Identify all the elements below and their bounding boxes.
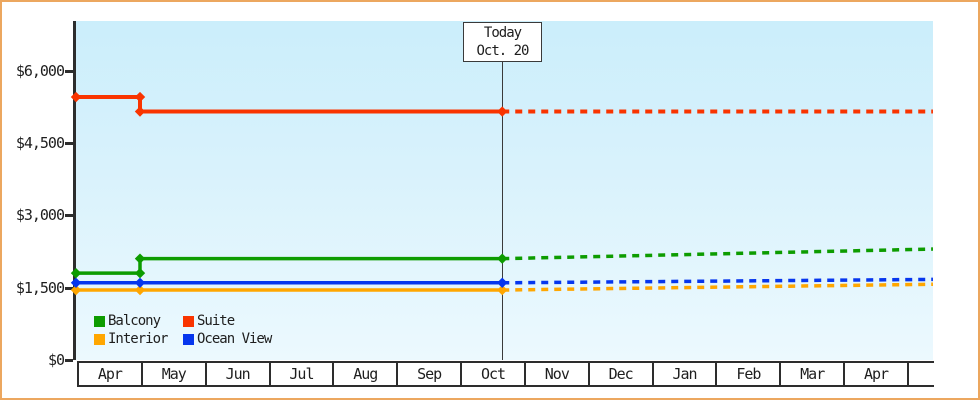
chart-legend: Balcony Suite Interior Ocean View	[94, 314, 272, 347]
legend-item-interior: Interior	[94, 332, 183, 346]
today-line	[502, 62, 503, 360]
legend-item-suite: Suite	[183, 314, 271, 328]
data-point-balcony	[134, 267, 146, 279]
month-cell: Sep	[398, 363, 463, 385]
legend-item-balcony: Balcony	[94, 314, 183, 328]
data-point-suite	[70, 91, 82, 103]
x-axis-month-row: Apr May Jun Jul Aug Sep Oct Nov Dec Jan Feb Mar Apr	[77, 361, 934, 387]
legend-swatch	[94, 333, 105, 345]
month-cell-partial	[909, 363, 934, 385]
data-point-interior	[70, 284, 82, 296]
month-cell: Dec	[590, 363, 654, 385]
legend-item-ocean-view: Ocean View	[183, 331, 272, 347]
month-cell: Mar	[781, 363, 846, 385]
month-cell: Feb	[717, 363, 782, 385]
price-line-forecast-interior	[502, 282, 933, 292]
month-cell: Apr	[79, 363, 143, 385]
data-point-suite	[497, 106, 508, 117]
month-cell: Apr	[845, 363, 909, 385]
legend-swatch	[94, 315, 105, 327]
y-axis-tick	[65, 214, 73, 218]
month-cell: Aug	[334, 363, 399, 385]
legend-label: Interior	[108, 331, 168, 347]
price-line-history-suite	[76, 95, 503, 114]
today-flag-date: Oct. 20	[476, 43, 529, 59]
y-axis-tick	[65, 286, 73, 290]
y-axis-label: $4,500	[15, 133, 65, 152]
y-axis-tick	[65, 69, 73, 73]
y-axis-label: $1,500	[15, 278, 65, 297]
y-axis-label: $0	[47, 351, 65, 369]
month-cell: May	[143, 363, 207, 385]
legend-swatch	[183, 333, 194, 345]
data-point-suite	[134, 91, 146, 103]
price-lines-svg	[70, 91, 933, 296]
data-point-ocean-view	[70, 277, 82, 288]
month-cell: Jun	[207, 363, 271, 385]
data-point-ocean-view	[134, 277, 146, 288]
price-line-forecast-balcony	[502, 247, 933, 261]
data-point-balcony	[497, 253, 508, 264]
price-line-history-balcony	[76, 256, 503, 275]
month-cell: Jul	[271, 363, 335, 385]
data-point-balcony	[134, 253, 146, 264]
data-point-ocean-view	[497, 277, 508, 288]
legend-label: Ocean View	[197, 331, 272, 347]
y-axis-label: $3,000	[15, 206, 65, 225]
month-cell: Oct	[462, 363, 526, 385]
month-cell: Jan	[654, 363, 718, 385]
today-flag-title: Today	[483, 25, 522, 41]
legend-label: Balcony	[108, 313, 161, 329]
data-point-balcony	[70, 267, 82, 279]
data-point-suite	[134, 106, 146, 117]
today-flag: Today Oct. 20	[463, 22, 542, 62]
y-axis-label: $6,000	[15, 61, 65, 80]
month-cell: Nov	[526, 363, 590, 385]
y-axis-tick	[65, 141, 73, 145]
legend-swatch	[183, 315, 194, 327]
plot-area	[73, 21, 933, 360]
data-point-interior	[497, 284, 508, 296]
legend-label: Suite	[197, 313, 235, 329]
price-line-forecast-ocean-view	[502, 277, 933, 285]
y-axis-tick	[65, 359, 73, 362]
